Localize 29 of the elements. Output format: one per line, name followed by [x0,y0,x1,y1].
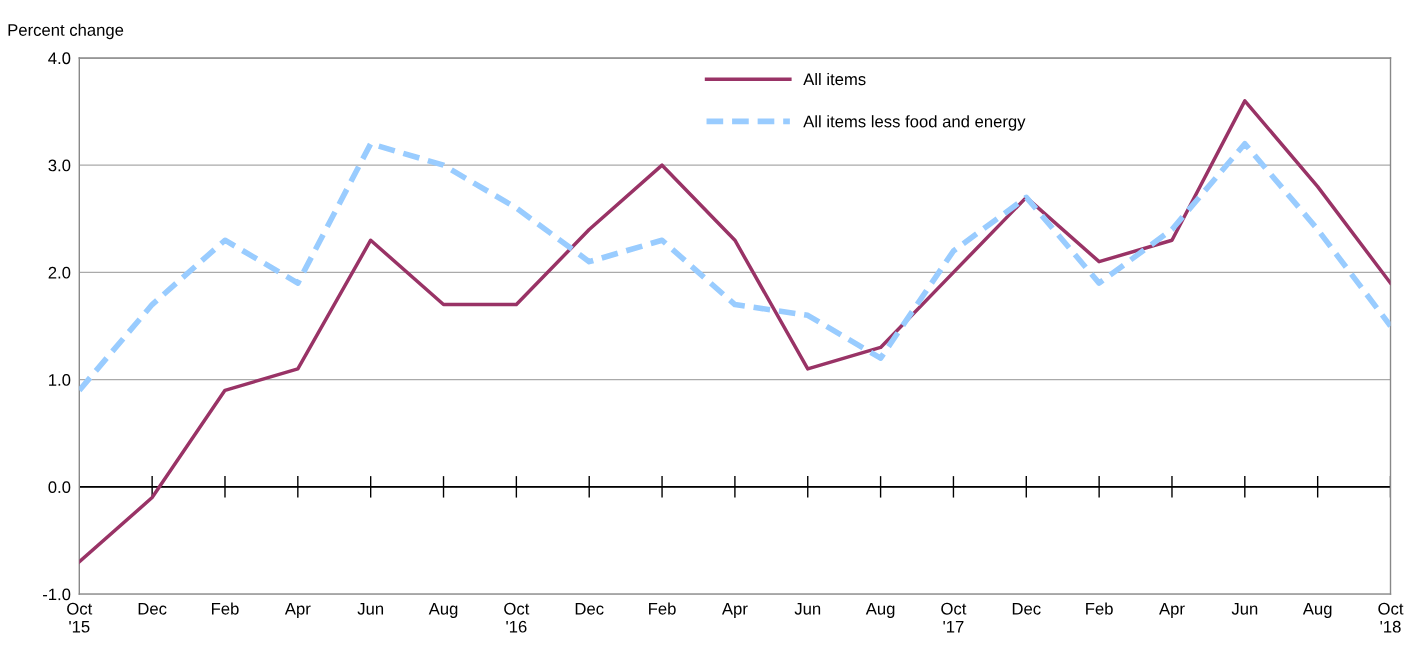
x-tick-label: Aug [865,603,895,618]
x-tick-label: Dec [1012,603,1041,615]
x-tick-label: Feb [649,602,676,615]
y-tick-label: 0.0 [48,481,71,494]
x-tick-label: Apr [721,603,748,618]
x-tick-label: Jun [794,603,821,615]
x-tick-label: Jun [357,603,384,615]
x-tick-label: Feb [212,602,239,615]
y-tick-label: 3.0 [48,159,71,172]
legend-label: All items [803,72,866,86]
y-tick-label: 4.0 [48,52,71,65]
x-tick-label: Dec [575,603,604,615]
x-tick-label: Dec [138,603,167,615]
x-tick-label: Apr [284,603,311,618]
x-tick-label: Aug [1302,603,1332,618]
x-tick-label: Oct '17 [941,602,967,633]
y-tick-label: 2.0 [48,266,71,279]
x-tick-label: Feb [1086,602,1113,615]
y-tick-label: -1.0 [42,588,71,601]
x-tick-label: Apr [1159,603,1185,618]
x-tick-label: Oct '15 [67,602,93,633]
x-tick-label: Aug [428,603,458,618]
y-tick-label: 1.0 [49,374,71,386]
y-axis-title: Percent change [8,23,124,40]
line-series [79,99,1391,564]
x-tick-label: Oct '16 [504,602,530,633]
legend-label: All items less food and energy [803,115,1026,131]
x-tick-label: Jun [1231,603,1258,615]
x-tick-label: Oct '18 [1378,602,1404,633]
